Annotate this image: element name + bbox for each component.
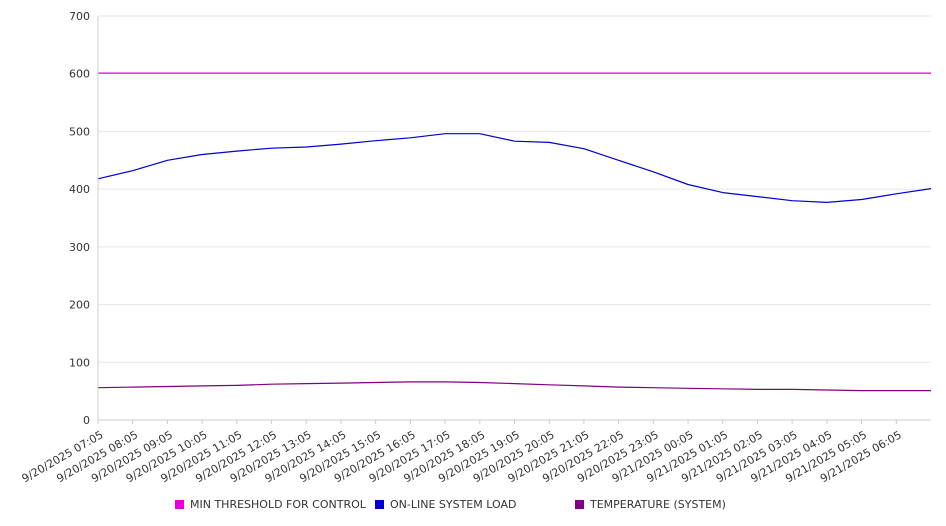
y-tick-label: 600	[69, 68, 90, 81]
series-line-1[interactable]	[97, 133, 932, 203]
legend-label: TEMPERATURE (SYSTEM)	[590, 498, 726, 511]
legend-swatch	[375, 500, 384, 509]
legend-item-system-load[interactable]: ON-LINE SYSTEM LOAD	[375, 498, 516, 511]
grid-lines	[98, 15, 931, 363]
y-axis: 0 100 200 300 400 500 600 700	[69, 10, 90, 427]
line-chart: 0 100 200 300 400 500 600 700 9/20/2025 07:059/…	[20, 10, 932, 485]
legend-swatch	[575, 500, 584, 509]
y-tick-label: 700	[69, 10, 90, 23]
y-tick-label: 300	[69, 241, 90, 254]
series-lines	[97, 72, 932, 392]
legend-item-min-threshold[interactable]: MIN THRESHOLD FOR CONTROL	[175, 498, 366, 511]
legend-swatch	[175, 500, 184, 509]
legend: MIN THRESHOLD FOR CONTROL ON-LINE SYSTEM…	[0, 498, 946, 514]
series-line-2[interactable]	[97, 381, 931, 392]
y-tick-label: 200	[69, 299, 90, 312]
y-tick-label: 0	[83, 414, 90, 427]
legend-item-temperature[interactable]: TEMPERATURE (SYSTEM)	[575, 498, 726, 511]
y-tick-label: 100	[69, 356, 90, 369]
y-tick-label: 400	[69, 183, 90, 196]
legend-label: MIN THRESHOLD FOR CONTROL	[190, 498, 366, 511]
legend-label: ON-LINE SYSTEM LOAD	[390, 498, 517, 511]
y-tick-label: 500	[69, 125, 90, 138]
x-axis: 9/20/2025 07:059/20/2025 08:059/20/2025 …	[20, 420, 904, 485]
